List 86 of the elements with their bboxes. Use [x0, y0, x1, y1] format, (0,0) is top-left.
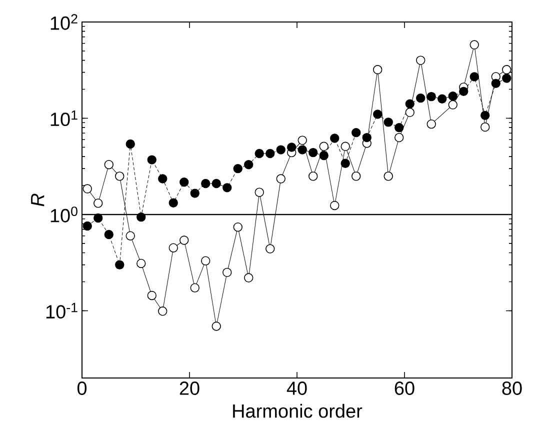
point	[94, 198, 103, 208]
point	[266, 244, 275, 254]
point	[82, 221, 92, 231]
point	[276, 145, 286, 154]
point	[254, 148, 264, 158]
point	[502, 65, 512, 74]
point	[168, 198, 178, 208]
point	[416, 93, 426, 103]
x-tick-label: 20	[180, 382, 200, 395]
point	[352, 128, 361, 138]
point	[115, 172, 124, 181]
y-tick-label: 10$^{1}$	[50, 110, 78, 126]
point	[158, 174, 168, 184]
y-tick-label: 10$^{-1}$	[46, 302, 78, 319]
point	[416, 56, 426, 65]
x-tick-label: 60	[394, 382, 414, 395]
point	[115, 260, 124, 270]
point	[126, 231, 135, 240]
point	[190, 283, 200, 292]
point	[480, 122, 490, 132]
point	[222, 183, 232, 192]
point	[244, 160, 254, 170]
point	[212, 178, 221, 188]
point	[168, 243, 178, 252]
point	[319, 150, 328, 160]
point	[180, 236, 189, 245]
point	[276, 174, 286, 184]
point	[244, 273, 254, 282]
point	[491, 78, 500, 88]
point	[384, 118, 393, 127]
point	[426, 92, 436, 102]
point	[308, 172, 318, 181]
point	[126, 139, 135, 149]
point	[147, 290, 156, 300]
point	[394, 122, 404, 132]
point	[104, 230, 114, 240]
point	[394, 132, 404, 142]
point	[480, 110, 490, 120]
point	[470, 72, 479, 82]
point	[201, 256, 210, 266]
point	[136, 212, 146, 222]
point	[470, 40, 479, 50]
y-tick-label: 10$^{2}$	[50, 14, 78, 30]
point	[201, 178, 210, 188]
point	[352, 172, 361, 181]
y-tick-label: 10$^{0}$	[50, 206, 78, 222]
point	[212, 322, 221, 331]
point	[340, 158, 350, 168]
point	[222, 268, 232, 278]
point	[459, 86, 468, 96]
point	[104, 160, 114, 170]
x-tick-label: 80	[502, 382, 522, 395]
point	[190, 188, 200, 198]
x-axis-title: Harmonic order	[233, 404, 362, 418]
point	[233, 222, 242, 232]
point	[330, 134, 340, 143]
point	[405, 99, 414, 108]
point	[147, 155, 156, 164]
point	[158, 306, 168, 316]
point	[362, 132, 372, 142]
x-tick-label: 40	[286, 382, 307, 395]
point	[384, 172, 393, 181]
point	[94, 213, 103, 223]
point	[319, 142, 328, 151]
point	[180, 178, 189, 187]
point	[233, 164, 242, 174]
point	[373, 65, 382, 74]
point	[136, 258, 146, 268]
point	[287, 142, 296, 152]
point	[340, 142, 350, 151]
point	[254, 188, 264, 197]
point	[502, 74, 512, 83]
point	[298, 145, 307, 154]
point	[266, 148, 275, 158]
point	[426, 119, 436, 129]
point	[448, 91, 458, 101]
point	[405, 108, 414, 118]
point	[438, 94, 447, 104]
point	[448, 100, 458, 110]
point	[330, 200, 340, 210]
point	[373, 110, 382, 119]
x-tick-label: 0	[77, 382, 87, 395]
point	[82, 184, 92, 194]
y-axis-title: R	[31, 194, 44, 206]
point	[298, 136, 307, 145]
point	[308, 148, 318, 158]
